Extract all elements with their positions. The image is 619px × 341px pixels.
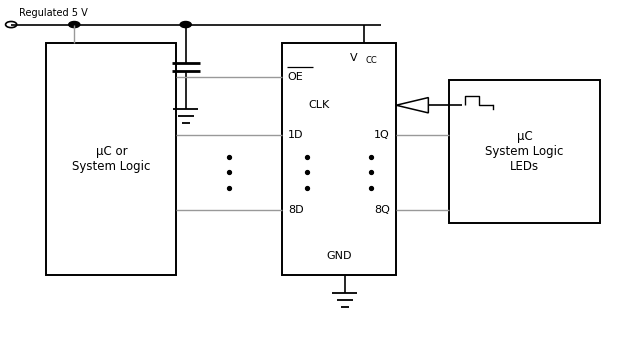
Text: 8D: 8D <box>288 205 303 214</box>
Circle shape <box>180 21 191 28</box>
Text: μC or
System Logic: μC or System Logic <box>72 145 150 173</box>
Text: CC: CC <box>366 56 378 65</box>
Bar <box>282 43 396 275</box>
Text: μC
System Logic
LEDs: μC System Logic LEDs <box>485 130 564 173</box>
Text: GND: GND <box>326 251 352 261</box>
Text: Regulated 5 V: Regulated 5 V <box>19 9 87 18</box>
Text: CLK: CLK <box>308 100 330 110</box>
Text: 1Q: 1Q <box>374 130 390 140</box>
Text: V: V <box>350 53 358 63</box>
Bar <box>449 80 600 223</box>
Bar <box>46 43 176 275</box>
Text: 1D: 1D <box>288 130 303 140</box>
Text: OE: OE <box>288 72 303 83</box>
Text: 8Q: 8Q <box>374 205 390 214</box>
Circle shape <box>69 21 80 28</box>
